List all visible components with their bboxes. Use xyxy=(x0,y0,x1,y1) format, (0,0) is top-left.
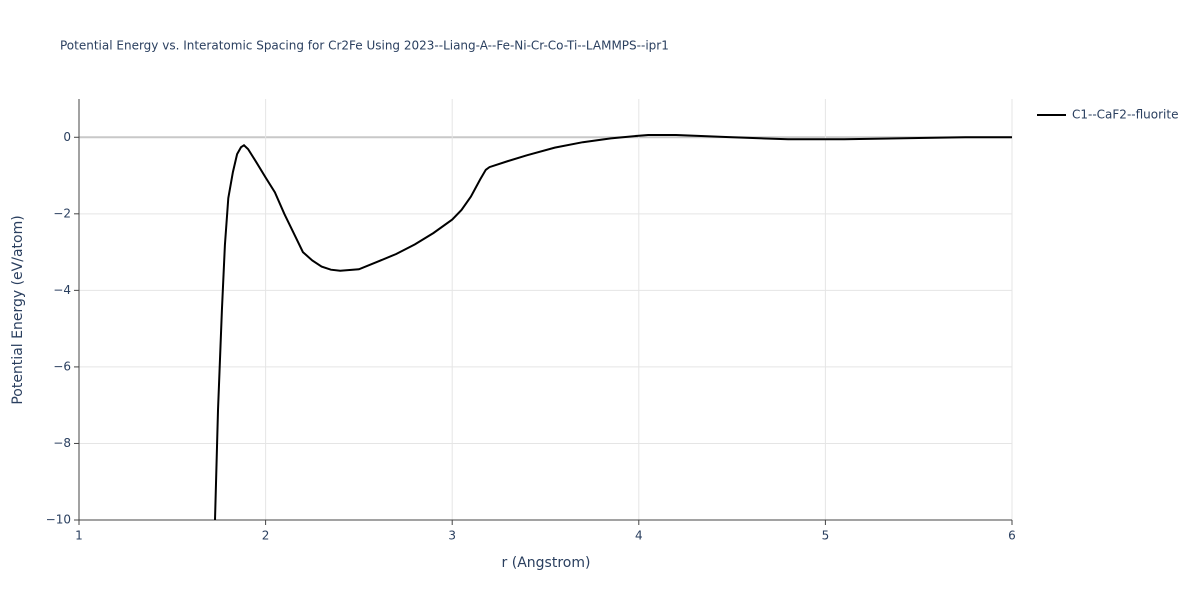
x-tick-label: 1 xyxy=(75,529,83,543)
x-tick-label: 6 xyxy=(1008,529,1016,543)
y-tick-label: −2 xyxy=(53,206,71,220)
y-tick-label: −10 xyxy=(46,513,71,527)
y-tick-label: −6 xyxy=(53,359,71,373)
data-line xyxy=(214,134,1012,521)
x-axis-label: r (Angstrom) xyxy=(502,555,591,571)
x-tick-label: 4 xyxy=(635,529,643,543)
legend-label: C1--CaF2--fluorite xyxy=(1072,108,1178,122)
y-tick-label: −4 xyxy=(53,283,71,297)
x-tick-label: 2 xyxy=(262,529,270,543)
y-tick-label: 0 xyxy=(63,130,71,144)
y-axis-label: Potential Energy (eV/atom) xyxy=(10,215,26,404)
chart-title: Potential Energy vs. Interatomic Spacing… xyxy=(60,39,669,53)
x-tick-label: 3 xyxy=(448,529,456,543)
x-tick-label: 5 xyxy=(822,529,830,543)
y-tick-label: −8 xyxy=(53,436,71,450)
